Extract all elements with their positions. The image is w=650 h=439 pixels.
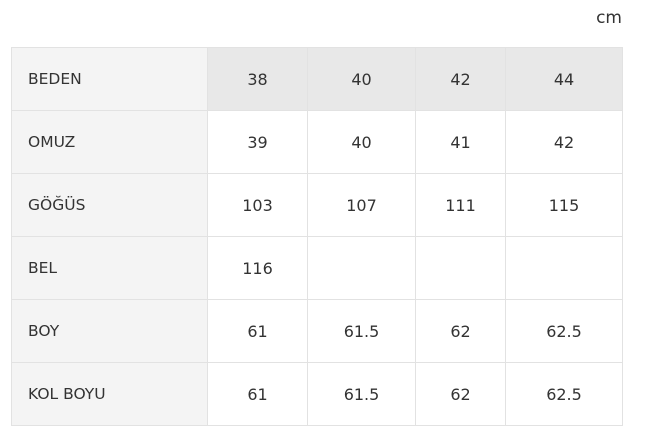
size-value: 40 xyxy=(307,47,416,111)
size-value: 41 xyxy=(415,110,506,174)
size-value xyxy=(415,236,506,300)
size-value: 38 xyxy=(207,47,308,111)
size-value: 115 xyxy=(505,173,623,237)
table-row: OMUZ 39 40 41 42 xyxy=(11,110,623,174)
size-value: 61 xyxy=(207,362,308,426)
size-chart-table: BEDEN 38 40 42 44 OMUZ 39 40 41 42 GÖĞÜS 103 107 111 1… xyxy=(11,47,623,426)
size-value: 103 xyxy=(207,173,308,237)
size-value: 62 xyxy=(415,299,506,363)
size-value: 39 xyxy=(207,110,308,174)
size-value: 40 xyxy=(307,110,416,174)
size-value: 62.5 xyxy=(505,362,623,426)
size-value: 61.5 xyxy=(307,362,416,426)
table-row: KOL BOYU 61 61.5 62 62.5 xyxy=(11,362,623,426)
size-value: 42 xyxy=(505,110,623,174)
table-row: BEL 116 xyxy=(11,236,623,300)
row-label: BEDEN xyxy=(11,47,208,111)
row-label: KOL BOYU xyxy=(11,362,208,426)
table-row: BOY 61 61.5 62 62.5 xyxy=(11,299,623,363)
size-value: 61 xyxy=(207,299,308,363)
row-label: BEL xyxy=(11,236,208,300)
size-value: 61.5 xyxy=(307,299,416,363)
row-label: BOY xyxy=(11,299,208,363)
header-row: BEDEN 38 40 42 44 xyxy=(11,47,623,111)
size-value xyxy=(307,236,416,300)
size-value: 111 xyxy=(415,173,506,237)
row-label: GÖĞÜS xyxy=(11,173,208,237)
unit-label: cm xyxy=(596,8,622,28)
size-value: 62 xyxy=(415,362,506,426)
size-value: 44 xyxy=(505,47,623,111)
row-label: OMUZ xyxy=(11,110,208,174)
size-value: 116 xyxy=(207,236,308,300)
size-value xyxy=(505,236,623,300)
table-row: GÖĞÜS 103 107 111 115 xyxy=(11,173,623,237)
size-value: 62.5 xyxy=(505,299,623,363)
size-value: 42 xyxy=(415,47,506,111)
size-value: 107 xyxy=(307,173,416,237)
